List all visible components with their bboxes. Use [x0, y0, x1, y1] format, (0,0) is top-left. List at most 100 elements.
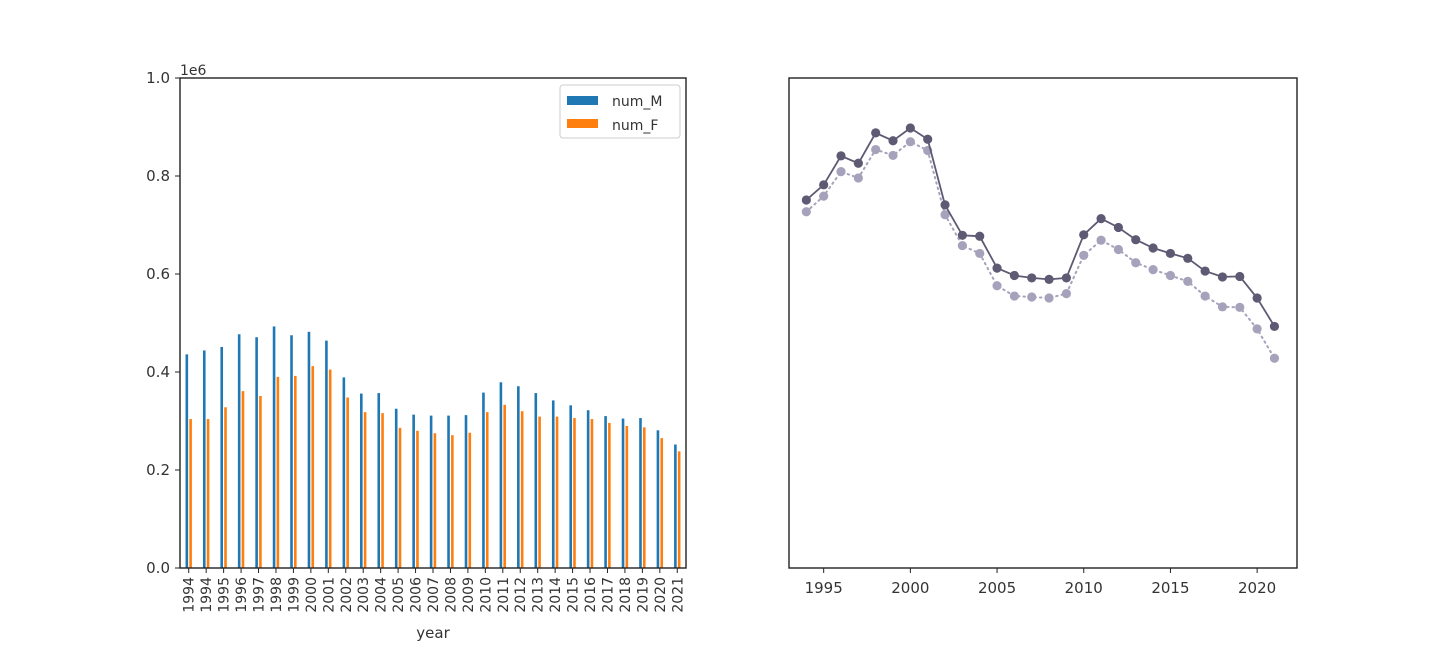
bar-x-tick-label: 1995	[217, 577, 233, 613]
bar-x-tick-label: 2010	[478, 577, 494, 613]
bar-num-f	[311, 366, 315, 568]
bar-num-f	[189, 419, 192, 568]
legend-label-num-f: num_F	[612, 118, 658, 134]
line-point	[1113, 244, 1124, 255]
bar-x-tick-label: 2007	[426, 577, 442, 613]
line-point	[853, 173, 863, 183]
line-point	[940, 200, 950, 210]
bar-num-f	[485, 412, 489, 568]
bar-x-axis-label: year	[416, 624, 450, 642]
line-series-2	[801, 137, 1280, 363]
line-point	[1148, 264, 1158, 275]
bar-chart: 0.0 0.2 0.4 0.6 0.8 1.0 1994 1994 1995 1996 1997 1…	[146, 63, 687, 642]
line-x-tick-label: 2000	[891, 579, 929, 597]
bar-y-tick-label: 0.4	[146, 363, 170, 381]
bar-x-tick-label: 2000	[304, 577, 320, 613]
bar-y-tick-label: 0.2	[146, 461, 170, 479]
line-point	[1148, 243, 1158, 253]
legend-swatch-num-m	[567, 96, 598, 105]
line-point	[801, 195, 811, 205]
line-x-tick-label: 2020	[1238, 579, 1276, 597]
line-point	[1252, 293, 1262, 303]
bar-num-f	[590, 419, 594, 568]
line-point	[888, 150, 898, 161]
line-plot-frame	[788, 77, 1298, 569]
line-point	[801, 207, 811, 217]
bar-num-m	[325, 340, 328, 568]
bar-num-m	[220, 347, 224, 568]
line-point	[905, 123, 915, 133]
line-point	[1235, 271, 1245, 282]
bar-num-m	[656, 430, 660, 568]
line-point	[1009, 270, 1019, 281]
bar-num-f	[660, 438, 664, 568]
bar-x-tick-label: 1994	[199, 577, 215, 613]
line-point	[871, 128, 881, 138]
bar-y-tick-label: 1.0	[146, 69, 170, 87]
bar-x-tick-label: 2012	[513, 577, 529, 613]
bar-num-m	[272, 326, 276, 568]
line-point	[1165, 270, 1176, 281]
line-point	[1269, 321, 1280, 332]
bar-num-m	[482, 392, 485, 568]
bar-num-m	[307, 331, 311, 568]
bar-num-f	[555, 416, 559, 568]
line-point	[1113, 222, 1124, 233]
bar-y-tick-label: 0.0	[146, 559, 170, 577]
bar-x-tick-label: 2003	[356, 577, 372, 613]
line-point	[923, 134, 933, 144]
bar-x-tick-label: 2001	[321, 577, 337, 613]
bar-series-group	[185, 326, 681, 568]
bar-num-m	[360, 393, 363, 568]
line-x-tick-label: 2010	[1065, 579, 1103, 597]
bar-num-f	[294, 375, 297, 568]
line-point	[905, 137, 915, 147]
bar-x-tick-label: 2020	[653, 577, 669, 613]
bar-x-tick-label: 1994	[182, 577, 198, 613]
line-point	[1217, 272, 1228, 282]
line-point	[1096, 235, 1106, 245]
line-x-tick-label: 1995	[805, 579, 843, 597]
bar-num-f	[224, 407, 227, 568]
legend-label-num-m: num_M	[612, 94, 662, 110]
line-point	[1183, 253, 1193, 263]
line-point	[1217, 302, 1228, 312]
bar-y-tick-label: 0.6	[146, 265, 170, 283]
line-point	[1165, 248, 1176, 259]
bar-x-tick-label: 2017	[600, 577, 616, 613]
bar-num-f	[363, 412, 367, 568]
bar-series-num-f	[189, 366, 681, 568]
bar-num-f	[573, 418, 576, 568]
bar-num-m	[586, 410, 590, 568]
line-point	[836, 151, 846, 161]
bar-num-f	[642, 427, 646, 568]
line-point	[1009, 291, 1019, 301]
bar-num-m	[412, 414, 415, 568]
bar-y-tick-label: 0.8	[146, 167, 170, 185]
bar-x-ticks: 1994 1994 1995 1996 1997 1998 1999 2000 2001 2002…	[182, 568, 686, 613]
bar-num-f	[433, 433, 437, 568]
bar-x-tick-label: 1999	[286, 577, 302, 613]
bar-num-f	[451, 435, 454, 568]
line-point	[1252, 324, 1262, 334]
bar-num-m	[674, 444, 677, 568]
bar-num-f	[416, 430, 419, 568]
line-point	[1061, 273, 1072, 283]
bar-num-m	[185, 354, 189, 568]
bar-num-f	[625, 425, 629, 568]
bar-x-tick-label: 1996	[234, 577, 250, 613]
bar-num-m	[499, 382, 503, 568]
bar-legend: num_M num_F	[559, 84, 681, 139]
bar-num-f	[241, 391, 245, 568]
bar-x-tick-label: 2015	[566, 577, 582, 613]
line-point	[975, 248, 985, 259]
bar-num-f	[276, 376, 280, 568]
bar-num-f	[503, 404, 506, 568]
bar-num-m	[290, 335, 293, 568]
bar-num-m	[255, 337, 258, 568]
line-point	[819, 180, 829, 190]
line-point	[1131, 235, 1141, 245]
line-point	[1079, 230, 1089, 240]
bar-y-offset-label: 1e6	[180, 63, 207, 79]
bar-num-f	[677, 451, 681, 568]
